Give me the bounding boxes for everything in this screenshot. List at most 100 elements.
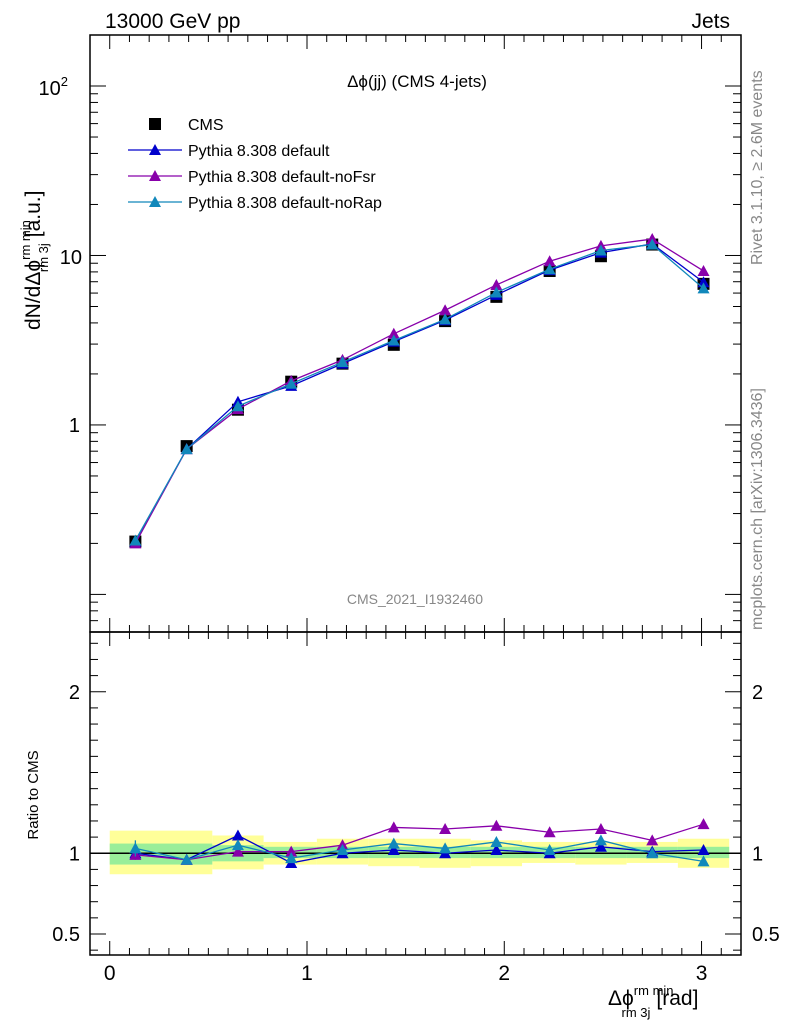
ratio-point bbox=[697, 855, 710, 867]
legend-label: Pythia 8.308 default bbox=[188, 143, 330, 160]
ratio-point bbox=[490, 844, 503, 856]
ratio-point bbox=[594, 823, 607, 835]
ratio-point bbox=[129, 842, 142, 854]
main-y-ticks bbox=[90, 34, 741, 633]
ratio-point bbox=[231, 829, 244, 841]
data-point bbox=[594, 244, 607, 256]
data-point bbox=[490, 286, 503, 298]
ratio-point bbox=[231, 839, 244, 851]
series-pythia-8-308-default-nofsr bbox=[129, 233, 710, 549]
x-tick-label: 2 bbox=[498, 962, 510, 985]
ratio-frame bbox=[89, 631, 742, 956]
ratio-line bbox=[135, 823, 704, 861]
data-point bbox=[697, 276, 710, 288]
ratio-y-tick-label-left: 2 bbox=[69, 682, 80, 704]
data-point bbox=[387, 327, 400, 339]
data-point bbox=[543, 263, 556, 275]
ratio-point bbox=[285, 845, 298, 857]
legend-marker bbox=[149, 118, 161, 130]
series-line bbox=[134, 238, 704, 544]
ratio-point bbox=[387, 844, 400, 856]
header-right-label: Jets bbox=[691, 10, 730, 33]
data-point bbox=[543, 255, 556, 267]
data-point bbox=[387, 334, 400, 346]
main-y-tick-labels: 102 10 1 bbox=[39, 74, 82, 437]
data-point bbox=[646, 238, 659, 250]
watermark: CMS_2021_I1932460 bbox=[347, 591, 483, 607]
ratio-y-tick-label-right: 2 bbox=[752, 682, 763, 704]
ratio-y-tick-label-right: 0.5 bbox=[752, 924, 780, 946]
ratio-point bbox=[594, 840, 607, 852]
ratio-point bbox=[697, 844, 710, 856]
ratio-point bbox=[180, 853, 193, 865]
main-x-ticks bbox=[109, 35, 742, 632]
main-panel: Δϕ(jj) (CMS 4-jets) CMS_2021_I1932460 10… bbox=[18, 34, 742, 633]
ratio-point bbox=[439, 823, 452, 835]
y-tick-label-10: 10 bbox=[60, 247, 82, 269]
legend-label: Pythia 8.308 default-noFsr bbox=[188, 169, 376, 186]
legend-label: Pythia 8.308 default-noRap bbox=[188, 195, 382, 212]
legend-marker bbox=[149, 170, 161, 181]
ratio-point bbox=[439, 842, 452, 854]
data-point bbox=[285, 377, 298, 389]
mcplots-label: mcplots.cern.ch [arXiv:1306.3436] bbox=[749, 388, 766, 630]
ratio-point bbox=[231, 845, 244, 857]
ratio-x-ticks bbox=[109, 632, 742, 955]
data-point bbox=[697, 264, 710, 276]
y-tick-label-100: 102 bbox=[39, 74, 68, 100]
legend: CMS Pythia 8.308 default Pythia 8.308 defa… bbox=[128, 117, 382, 212]
data-point bbox=[129, 534, 142, 546]
legend-marker bbox=[149, 144, 161, 155]
ratio-point bbox=[594, 834, 607, 846]
data-point bbox=[231, 400, 244, 412]
x-tick-label: 1 bbox=[301, 962, 313, 985]
ratio-line bbox=[135, 839, 704, 862]
data-point bbox=[697, 282, 710, 294]
main-y-axis-label: dN/dΔϕrm min rm 3j[a.u.] bbox=[18, 191, 51, 330]
data-point bbox=[439, 313, 452, 325]
ratio-panel: 0 1 2 3 0.5 0.5 1 1 2 2 Ratio to CMS Δϕrm min rm 3… bbox=[25, 631, 780, 1020]
inner-band bbox=[575, 846, 627, 859]
ratio-y-axis-label: Ratio to CMS bbox=[25, 750, 42, 839]
data-point bbox=[439, 304, 452, 316]
ratio-y-tick-label-right: 1 bbox=[752, 843, 763, 865]
ratio-y-tick-label-left: 1 bbox=[69, 843, 80, 865]
series-pythia-8-308-default bbox=[129, 237, 710, 547]
ratio-point bbox=[646, 847, 659, 859]
ratio-point bbox=[543, 844, 556, 856]
legend-marker bbox=[149, 196, 161, 207]
ratio-point bbox=[490, 819, 503, 831]
header-left-label: 13000 GeV pp bbox=[105, 10, 240, 33]
ratio-point bbox=[543, 826, 556, 838]
x-tick-label: 3 bbox=[696, 962, 708, 985]
legend-label: CMS bbox=[188, 117, 224, 134]
x-axis-label: Δϕrm min rm 3j[rad] bbox=[608, 983, 698, 1020]
ratio-point bbox=[387, 821, 400, 833]
y-tick-label-1: 1 bbox=[69, 415, 80, 437]
ratio-series-pythia-8-308-default-norap bbox=[129, 834, 710, 867]
legend-item-cms: CMS bbox=[149, 117, 224, 134]
series-cms bbox=[129, 238, 710, 548]
series-line bbox=[134, 243, 704, 541]
legend-item-pythia-8-308-default: Pythia 8.308 default bbox=[128, 143, 330, 160]
ratio-point bbox=[490, 835, 503, 847]
legend-item-pythia-8-308-default-norap: Pythia 8.308 default-noRap bbox=[128, 195, 382, 212]
legend-item-pythia-8-308-default-nofsr: Pythia 8.308 default-noFsr bbox=[128, 169, 376, 186]
ratio-point bbox=[336, 844, 349, 856]
main-title: Δϕ(jj) (CMS 4-jets) bbox=[347, 72, 487, 91]
series-pythia-8-308-default-norap bbox=[129, 238, 710, 546]
x-tick-label: 0 bbox=[104, 962, 116, 985]
data-point bbox=[490, 278, 503, 290]
ratio-y-tick-label-left: 0.5 bbox=[52, 924, 80, 946]
ratio-line bbox=[135, 834, 704, 864]
ratio-y-ticks bbox=[90, 642, 741, 951]
data-point bbox=[336, 356, 349, 368]
ratio-point bbox=[387, 837, 400, 849]
series-line bbox=[134, 243, 704, 542]
rivet-label: Rivet 3.1.10, ≥ 2.6M events bbox=[749, 70, 766, 265]
ratio-point bbox=[646, 834, 659, 846]
ratio-point bbox=[285, 852, 298, 864]
data-point bbox=[180, 443, 193, 455]
ratio-point bbox=[697, 818, 710, 830]
